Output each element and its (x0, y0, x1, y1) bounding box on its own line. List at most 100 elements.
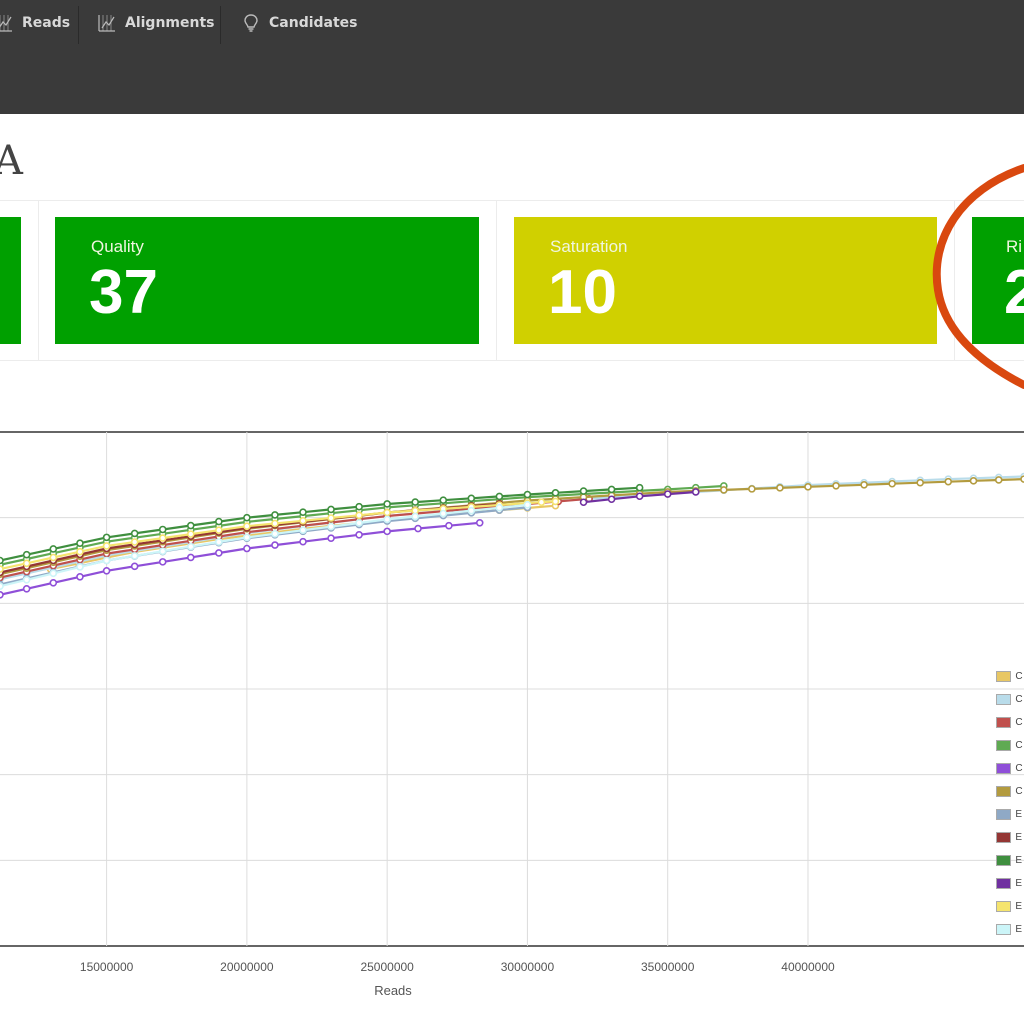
nav-reads[interactable]: Reads (0, 0, 70, 46)
data-point (411, 512, 420, 521)
data-point (804, 483, 812, 491)
data-point (969, 477, 978, 485)
legend-item[interactable]: C (996, 665, 1024, 688)
data-point (271, 529, 279, 538)
legend-swatch (996, 740, 1012, 751)
nav-alignments[interactable]: Alignments (97, 0, 215, 46)
data-point (579, 498, 588, 507)
nav-label-reads: Reads (22, 15, 71, 31)
legend-item[interactable]: C (996, 780, 1024, 803)
chart-icon (97, 13, 117, 33)
page-title: A (0, 138, 23, 184)
data-point (102, 533, 111, 542)
data-point (579, 487, 588, 495)
legend-label: C (1015, 694, 1023, 705)
nav-label-alignments: Alignments (125, 15, 215, 31)
data-point (916, 478, 924, 487)
legend-item[interactable]: E (996, 918, 1024, 941)
series-line (0, 497, 590, 579)
data-point (76, 572, 84, 581)
data-point (0, 582, 4, 590)
legend-item[interactable]: E (996, 803, 1024, 826)
tile-value: 37 (89, 258, 158, 327)
data-point (186, 521, 195, 530)
data-point (22, 575, 31, 584)
legend-label: C (1015, 786, 1023, 797)
tile-label: Saturation (550, 237, 628, 256)
data-point (635, 492, 644, 501)
x-tick-label: 15000000 (80, 960, 134, 974)
nav-candidates[interactable]: Candidates (241, 0, 358, 46)
legend-label: E (1015, 832, 1023, 843)
legend-item[interactable]: C (996, 734, 1024, 757)
data-point (102, 542, 111, 550)
legend-item[interactable]: E (996, 849, 1024, 872)
lightbulb-icon (241, 13, 261, 33)
data-point (49, 569, 58, 578)
tile-label: Ri (1006, 237, 1023, 256)
nav-divider (220, 6, 221, 44)
data-point (22, 559, 31, 568)
data-point (355, 502, 363, 511)
series-line (0, 503, 528, 588)
tile-value: 2 (1004, 258, 1024, 327)
data-point (663, 490, 672, 498)
data-point (130, 552, 139, 560)
data-point (439, 496, 448, 504)
data-point (186, 530, 195, 538)
data-point (411, 498, 420, 506)
data-point (776, 484, 784, 492)
series-line (0, 478, 1024, 576)
legend-item[interactable]: E (996, 826, 1024, 849)
data-point (243, 544, 251, 553)
data-point (523, 490, 532, 499)
data-point (355, 511, 363, 520)
data-point (215, 549, 223, 557)
data-point (495, 492, 504, 501)
series-line (0, 521, 480, 596)
legend-swatch (996, 855, 1012, 866)
legend-swatch (996, 763, 1012, 774)
data-point (467, 494, 476, 503)
data-point (414, 524, 422, 533)
data-point (944, 477, 953, 486)
tile-value: 10 (548, 258, 617, 327)
x-tick-label: 35000000 (641, 960, 695, 974)
tile-divider (954, 200, 955, 360)
legend-item[interactable]: C (996, 711, 1024, 734)
legend-swatch (996, 786, 1012, 797)
data-point (271, 511, 279, 519)
legend-swatch (996, 901, 1012, 912)
legend-label: E (1015, 924, 1023, 935)
legend-label: E (1015, 809, 1023, 820)
data-point (158, 525, 167, 534)
legend-item[interactable]: E (996, 872, 1024, 895)
data-point (467, 506, 476, 515)
legend-label: C (1015, 717, 1023, 728)
data-point (76, 563, 84, 571)
data-point (102, 556, 111, 565)
series-line (0, 486, 640, 562)
data-point (0, 590, 4, 599)
metric-tile-saturation: Saturation 10 (514, 217, 937, 344)
legend-item[interactable]: C (996, 688, 1024, 711)
data-point (383, 508, 391, 517)
legend-swatch (996, 878, 1012, 889)
tile-row-border (0, 200, 1024, 201)
data-point (186, 553, 195, 562)
nav-divider (78, 6, 79, 44)
data-point (551, 489, 560, 497)
data-point (383, 515, 391, 524)
legend-item[interactable]: E (996, 895, 1024, 918)
legend-swatch (996, 832, 1012, 843)
data-point (299, 537, 307, 546)
metric-tile-partial (0, 217, 21, 344)
data-point (383, 500, 391, 508)
data-point (537, 498, 546, 507)
legend-item[interactable]: C (996, 757, 1024, 780)
data-point (49, 553, 58, 562)
data-point (495, 503, 504, 512)
metric-tile-ri: Ri 2 (972, 217, 1024, 344)
line-chart: 15000000 20000000 25000000 30000000 35000000… (0, 431, 1024, 998)
data-point (158, 558, 167, 566)
